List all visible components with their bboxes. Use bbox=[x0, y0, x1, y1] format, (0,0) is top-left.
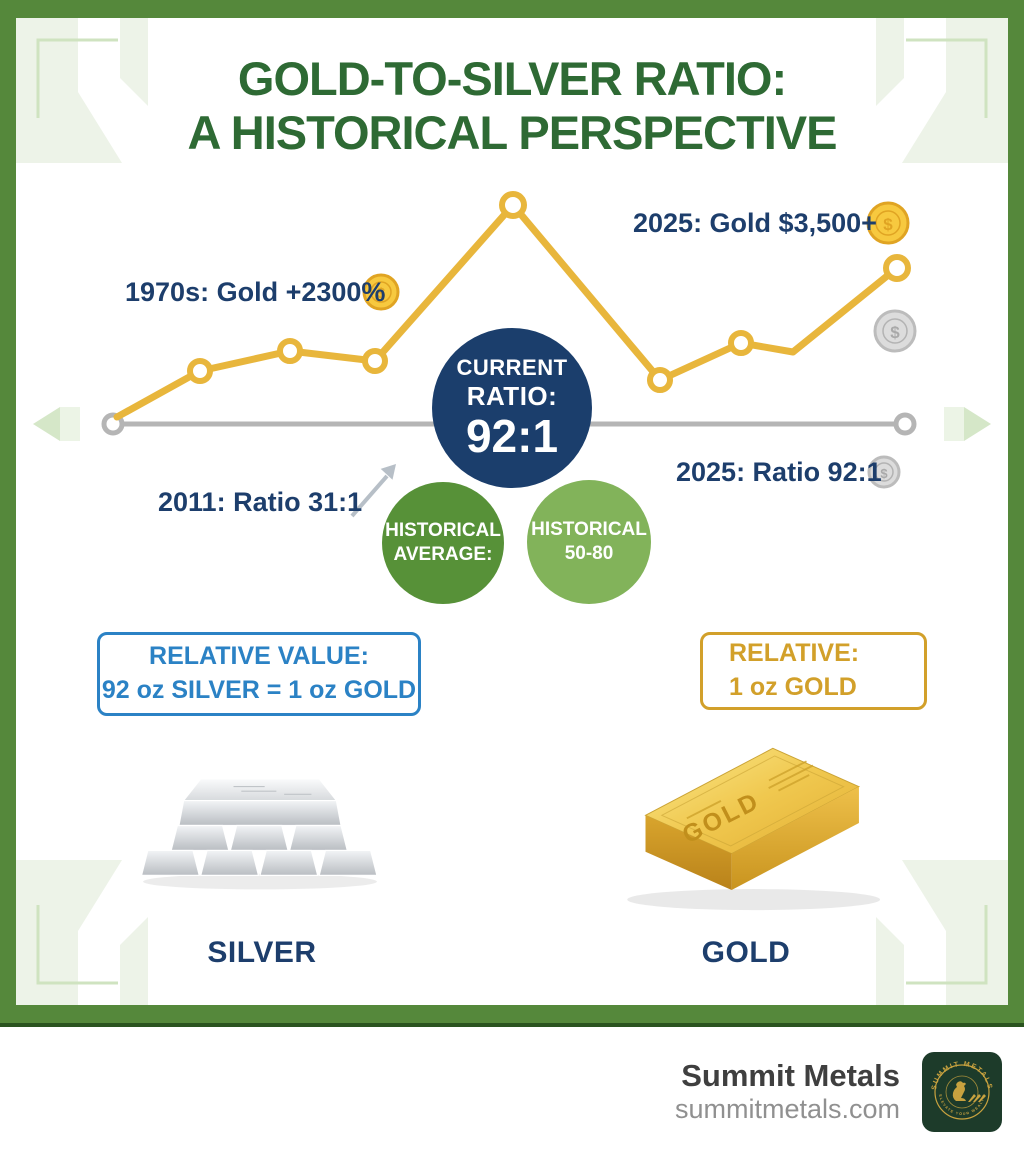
footer-brand-name: Summit Metals bbox=[681, 1058, 900, 1093]
historical-range-badge: HISTORICAL 50-80 bbox=[527, 480, 651, 604]
corner-decoration-bottom-right bbox=[838, 835, 1008, 1005]
svg-text:$: $ bbox=[883, 215, 893, 234]
logo-lion-emblem bbox=[952, 1081, 986, 1102]
baseline-start-marker bbox=[101, 412, 125, 436]
svg-text:$: $ bbox=[890, 323, 900, 342]
gold-bar-image: GOLD bbox=[612, 724, 880, 927]
baseline-end-marker bbox=[893, 412, 917, 436]
page-title-line1: GOLD-TO-SILVER RATIO: bbox=[237, 52, 787, 105]
current-ratio-badge: CURRENT RATIO: 92:1 bbox=[432, 328, 592, 488]
historical-average-line2: AVERAGE: bbox=[393, 544, 493, 565]
current-ratio-label2: RATIO: bbox=[466, 381, 558, 412]
annotation-1970s-gold: 1970s: Gold +2300% bbox=[125, 277, 386, 307]
corner-decoration-top-right bbox=[838, 18, 1008, 188]
summit-metals-logo: SUMMIT METALS ELEVATE YOUR WEALTH bbox=[922, 1052, 1002, 1132]
silver-coin-icon: $ bbox=[873, 309, 917, 353]
historical-range-line2: 50-80 bbox=[564, 543, 614, 564]
corner-decoration-top-left bbox=[16, 18, 186, 188]
current-ratio-value: 92:1 bbox=[465, 410, 559, 463]
annotation-2025-gold: 2025: Gold $3,500+ bbox=[633, 208, 877, 238]
silver-bars-image bbox=[140, 728, 380, 928]
page-title-line2: A HISTORICAL PERSPECTIVE bbox=[187, 105, 838, 159]
relative-value-line1: RELATIVE VALUE: bbox=[149, 642, 369, 671]
relative-value-line2: 92 oz SILVER = 1 oz GOLD bbox=[101, 676, 417, 704]
left-edge-arrow-icon bbox=[33, 407, 80, 441]
relative-gold-line2: 1 oz GOLD bbox=[729, 673, 857, 701]
frame-border-bottom bbox=[0, 1005, 1024, 1023]
corner-decoration-bottom-left bbox=[16, 835, 186, 1005]
silver-label: SILVER bbox=[207, 936, 317, 969]
page-title: GOLD-TO-SILVER RATIO: A HISTORICAL PERSP… bbox=[0, 52, 1024, 159]
relative-value-box: RELATIVE VALUE: 92 oz SILVER = 1 oz GOLD bbox=[97, 632, 421, 716]
annotation-2025-ratio: 2025: Ratio 92:1 bbox=[676, 457, 882, 487]
frame-border-left bbox=[0, 0, 16, 1023]
relative-gold-box: RELATIVE: 1 oz GOLD bbox=[700, 632, 927, 710]
historical-average-line1: HISTORICAL bbox=[385, 520, 501, 542]
annotation-2011-ratio: 2011: Ratio 31:1 bbox=[158, 487, 363, 517]
historical-range-line1: HISTORICAL bbox=[531, 519, 647, 541]
footer-website: summitmetals.com bbox=[674, 1093, 900, 1124]
right-edge-arrow-icon bbox=[944, 407, 991, 441]
frame-border-top bbox=[0, 0, 1024, 18]
historical-average-badge: HISTORICAL AVERAGE: bbox=[382, 482, 504, 604]
frame-border-right bbox=[1008, 0, 1024, 1023]
gold-label: GOLD bbox=[701, 936, 791, 969]
relative-gold-line1: RELATIVE: bbox=[729, 639, 860, 668]
current-ratio-label1: CURRENT bbox=[456, 355, 568, 381]
footer-brand-block: Summit Metals summitmetals.com bbox=[675, 1058, 900, 1125]
frame-border-dark-line bbox=[0, 1023, 1024, 1027]
